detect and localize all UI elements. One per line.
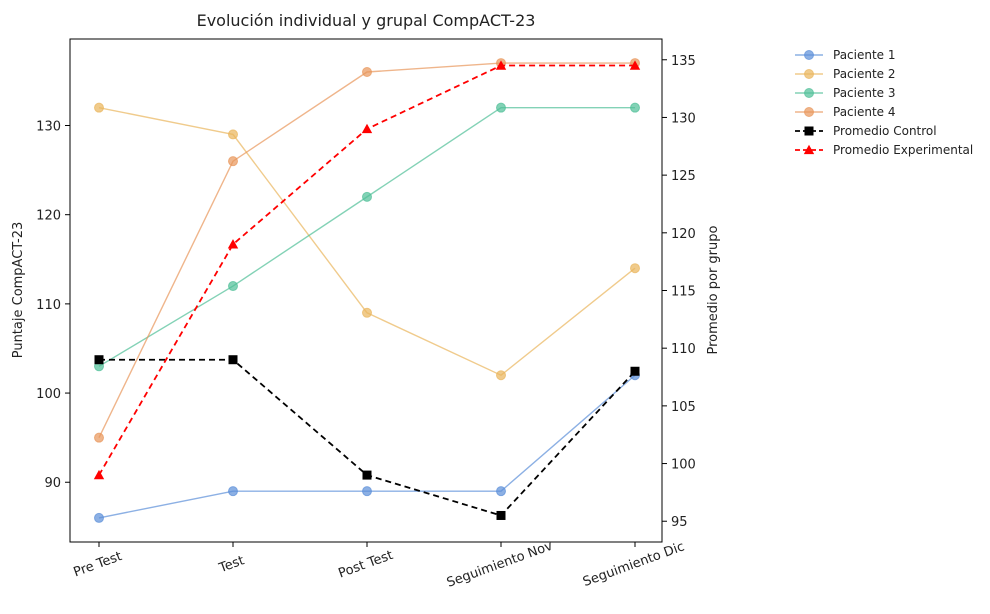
legend-marker: [804, 69, 814, 79]
data-point: [94, 102, 104, 113]
y-right-tick-label: 125: [671, 169, 696, 184]
data-point: [228, 281, 238, 292]
data-point: [94, 355, 104, 365]
x-tick-label: Post Test: [336, 548, 395, 582]
data-point: [630, 366, 640, 376]
legend-item: Promedio Control: [795, 124, 937, 138]
legend-label: Promedio Experimental: [833, 143, 973, 157]
series-line: [98, 62, 635, 438]
data-point: [362, 66, 372, 77]
y-right-tick-label: 110: [671, 342, 696, 357]
series-6: [93, 60, 641, 480]
y-right-tick-label: 115: [671, 285, 696, 300]
x-tick-label: Seguimiento Nov: [445, 539, 555, 591]
legend-item: Paciente 4: [795, 105, 896, 119]
y-left-tick-label: 100: [36, 387, 61, 402]
legend-item: Paciente 2: [795, 67, 896, 81]
series-layer: [93, 58, 641, 523]
x-tick-label: Seguimiento Dic: [581, 539, 687, 590]
y-left-tick-label: 110: [36, 298, 61, 313]
y-right-tick-label: 130: [671, 111, 696, 126]
legend-label: Paciente 1: [833, 48, 896, 62]
data-point: [630, 263, 640, 274]
data-point: [228, 129, 238, 140]
legend-label: Paciente 3: [833, 86, 896, 100]
y-left-tick-label: 90: [44, 476, 61, 491]
y-right-tick-label: 105: [671, 400, 696, 415]
legend-marker: [803, 144, 815, 155]
data-point: [228, 156, 238, 167]
data-point: [496, 370, 506, 381]
data-point: [496, 510, 506, 520]
series-line: [98, 106, 635, 367]
data-point: [228, 486, 238, 497]
y-right-tick-label: 120: [671, 227, 696, 242]
legend-marker: [804, 50, 814, 60]
legend-item: Promedio Experimental: [795, 143, 973, 157]
series-2: [94, 102, 640, 381]
series-3: [94, 102, 640, 372]
y-axis-right-title: Promedio por grupo: [706, 225, 721, 354]
legend-item: Paciente 3: [795, 86, 896, 100]
legend-marker: [804, 107, 814, 117]
y-left-tick-label: 130: [36, 120, 61, 135]
y-right-tick-label: 135: [671, 54, 696, 69]
data-point: [630, 102, 640, 113]
series-line: [98, 374, 636, 519]
legend-label: Promedio Control: [833, 124, 937, 138]
y-right-tick-label: 100: [671, 458, 696, 473]
data-point: [362, 486, 372, 497]
legend-label: Paciente 2: [833, 67, 896, 81]
data-point: [495, 60, 507, 70]
y-left-tick-label: 120: [36, 209, 61, 224]
chart-title: Evolución individual y grupal CompACT-23: [197, 11, 536, 30]
x-tick-label: Pre Test: [72, 549, 124, 580]
legend-item: Paciente 1: [795, 48, 896, 62]
y-axis-left-title: Puntaje CompACT-23: [11, 222, 26, 359]
data-point: [496, 102, 506, 113]
data-point: [94, 512, 104, 523]
series-4: [94, 58, 640, 443]
data-point: [362, 470, 372, 480]
legend-marker: [804, 126, 814, 136]
legend: Paciente 1 Paciente 2 Paciente 3 Paciente 4…: [795, 48, 973, 157]
x-tick-label: Test: [216, 553, 246, 576]
plot-frame: [69, 38, 663, 543]
data-point: [362, 191, 372, 202]
series-5: [94, 355, 640, 520]
y-right-tick-label: 95: [671, 515, 688, 530]
series-1: [94, 370, 640, 523]
data-point: [227, 239, 239, 249]
data-point: [362, 307, 372, 318]
data-point: [629, 60, 641, 70]
data-point: [93, 469, 105, 480]
legend-label: Paciente 4: [833, 105, 896, 119]
data-point: [228, 355, 238, 365]
data-point: [496, 486, 506, 497]
data-point: [94, 432, 104, 443]
data-point: [361, 123, 373, 134]
legend-marker: [804, 88, 814, 98]
